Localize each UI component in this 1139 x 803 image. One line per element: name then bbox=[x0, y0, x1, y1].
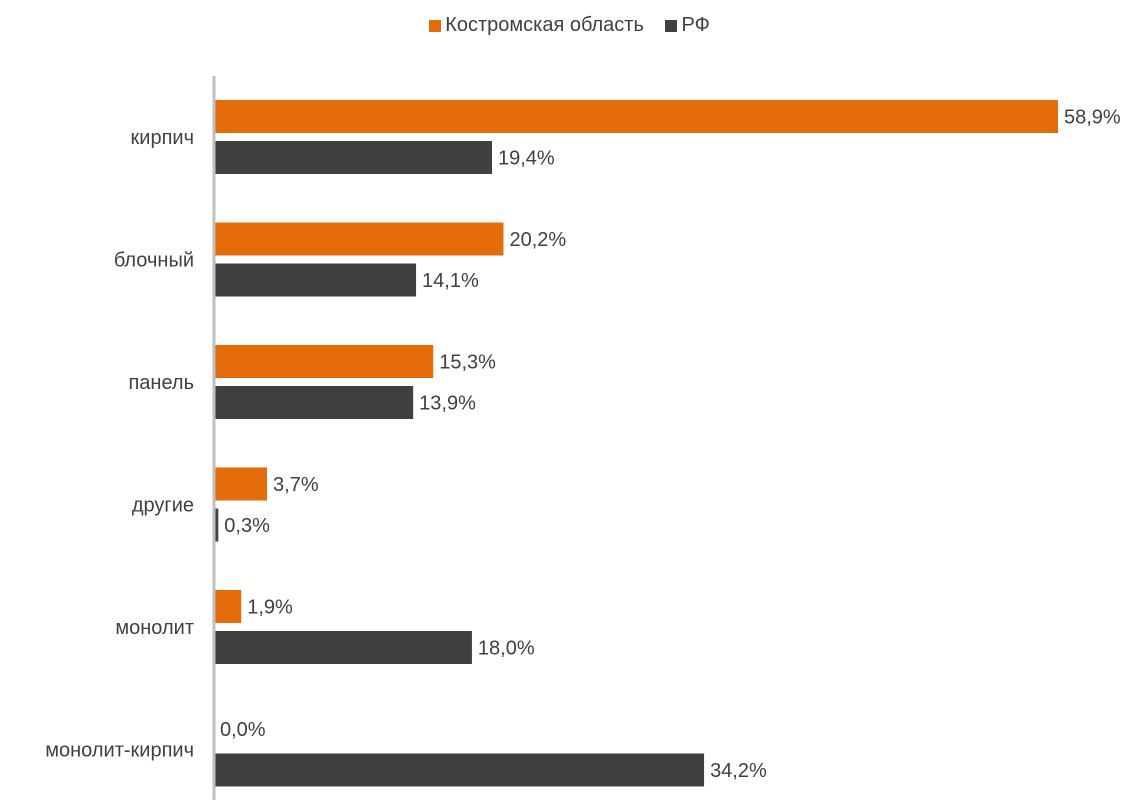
legend-item-rf: РФ bbox=[665, 14, 710, 37]
bar-rf bbox=[214, 508, 219, 542]
data-label: 1,9% bbox=[247, 597, 293, 619]
legend-label-kostroma: Костромская область bbox=[445, 14, 644, 36]
bar-kostroma bbox=[214, 345, 434, 378]
bar-kostroma bbox=[214, 590, 242, 623]
category-label: монолит bbox=[115, 617, 194, 639]
category-label: монолит-кирпич bbox=[45, 740, 194, 762]
data-label: 13,9% bbox=[419, 393, 476, 415]
category-label: другие bbox=[132, 495, 194, 517]
category-label: блочный bbox=[114, 250, 194, 272]
bar-rf bbox=[214, 141, 492, 174]
bar-kostroma bbox=[214, 222, 504, 256]
bar-rf bbox=[214, 263, 417, 297]
legend-swatch-rf bbox=[665, 19, 678, 32]
data-label: 0,0% bbox=[220, 719, 266, 741]
category-label: панель bbox=[128, 372, 194, 394]
data-label: 3,7% bbox=[273, 474, 319, 496]
data-label: 18,0% bbox=[478, 638, 535, 660]
category-label: кирпич bbox=[131, 127, 194, 149]
bar-kostroma bbox=[214, 467, 268, 501]
bar-rf bbox=[214, 386, 414, 419]
data-label: 14,1% bbox=[422, 270, 479, 292]
bar-kostroma bbox=[214, 100, 1058, 133]
legend-label-rf: РФ bbox=[681, 14, 710, 36]
legend: Костромская область РФ bbox=[0, 14, 1139, 38]
data-label: 58,9% bbox=[1064, 107, 1121, 129]
data-label: 19,4% bbox=[498, 148, 555, 170]
data-label: 20,2% bbox=[509, 229, 566, 251]
bar-rf bbox=[214, 753, 705, 787]
legend-item-kostroma: Костромская область bbox=[429, 14, 644, 37]
legend-swatch-kostroma bbox=[429, 19, 442, 32]
data-label: 34,2% bbox=[710, 760, 767, 782]
bar-rf bbox=[214, 631, 472, 664]
data-label: 15,3% bbox=[439, 352, 496, 374]
data-label: 0,3% bbox=[224, 515, 270, 537]
